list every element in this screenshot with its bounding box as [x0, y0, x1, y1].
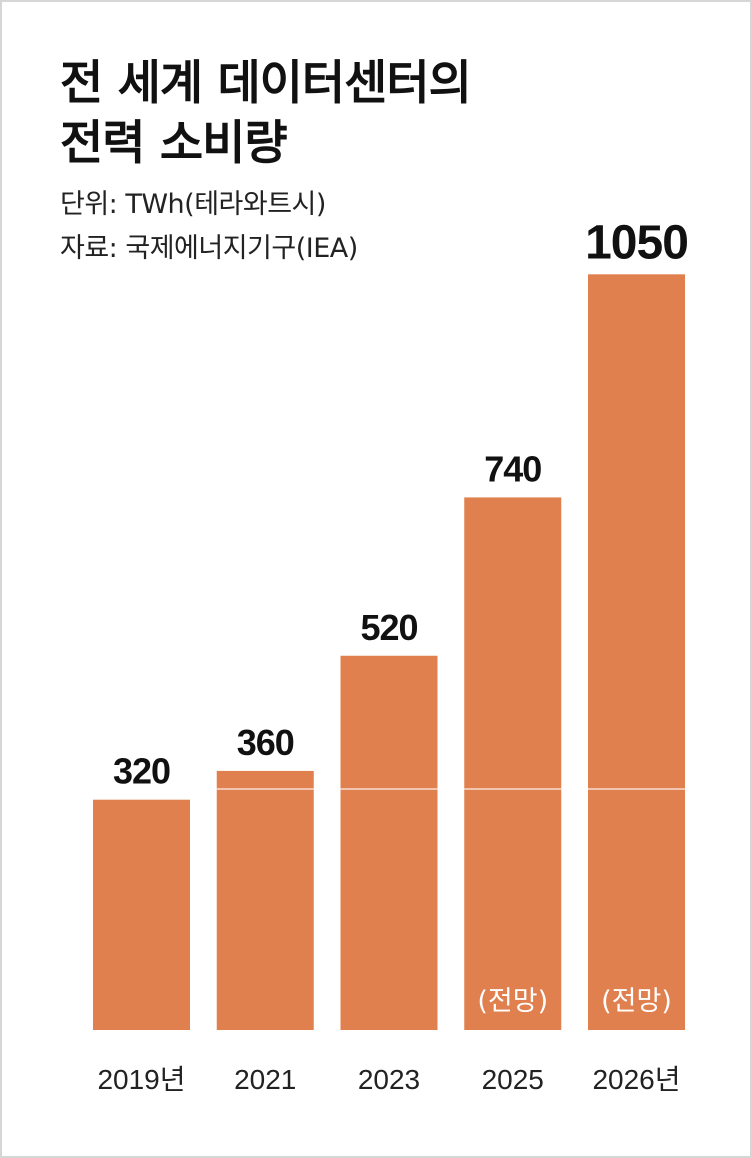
x-tick-label-2: 2023	[358, 1064, 420, 1095]
x-tick-label-3: 2025	[482, 1064, 544, 1095]
chart-title: 전 세계 데이터센터의 전력 소비량	[60, 54, 472, 174]
value-label-3: 740	[484, 448, 541, 489]
x-tick-label-4: 2026년	[592, 1064, 680, 1095]
value-label-0: 320	[113, 751, 170, 792]
bar-4	[588, 274, 685, 1030]
chart-title-line-1: 전 세계 데이터센터의	[60, 56, 472, 111]
value-label-1: 360	[237, 722, 294, 763]
x-tick-label-0: 2019년	[97, 1064, 185, 1095]
bar-1	[216, 770, 314, 1030]
bar-2	[340, 655, 438, 1030]
bar-3	[464, 497, 562, 1030]
chart-title-line-2: 전력 소비량	[60, 116, 288, 171]
bar-0	[93, 799, 190, 1030]
value-label-4: 1050	[585, 216, 688, 269]
forecast-note-4: (전망)	[601, 986, 672, 1017]
unit-note: 단위: TWh(테라와트시)	[60, 189, 326, 220]
forecast-note-3: (전망)	[477, 986, 548, 1017]
source-note: 자료: 국제에너지기구(IEA)	[60, 233, 358, 264]
value-label-2: 520	[360, 607, 417, 648]
x-tick-label-1: 2021	[234, 1064, 296, 1095]
